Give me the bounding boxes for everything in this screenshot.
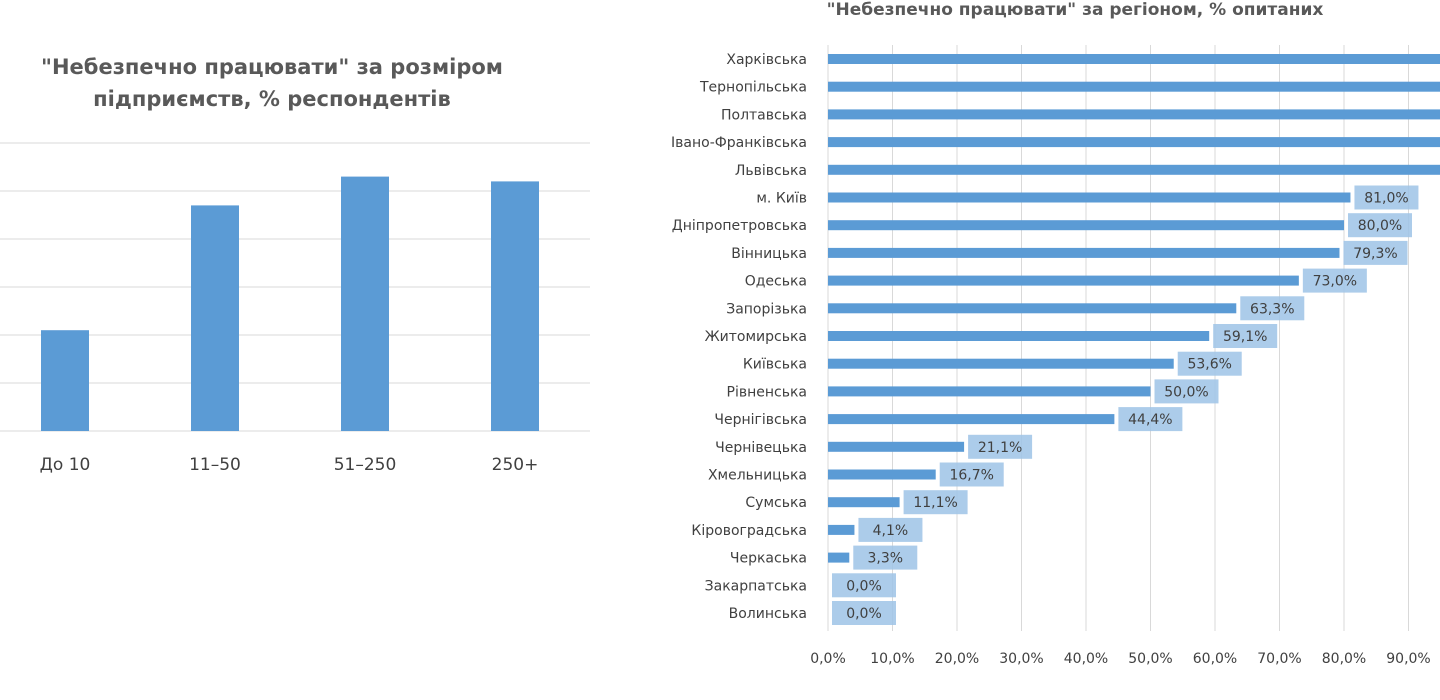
region-chart-data-label-bg [1213,324,1278,348]
region-chart-category-label: Чернігівська [714,412,807,428]
region-chart-category-label: Сумська [745,495,807,511]
region-chart-data-label: 73,0% [1313,274,1357,290]
region-chart-bar [828,441,965,452]
region-chart-x-tick-label: 40,0% [1064,651,1108,667]
region-chart-category-label: Волинська [729,606,807,622]
region-chart-data-label-bg [939,462,1004,487]
region-chart-x-tick-label: 50,0% [1128,651,1172,667]
region-chart-bar [828,192,1351,203]
region-chart-data-label: 4,1% [873,523,909,539]
region-chart-data-label: 44,4% [1128,412,1172,428]
region-chart-data-label: 80,0% [1358,218,1402,234]
region-chart-bar [828,386,1151,397]
region-chart-data-label: 21,1% [978,440,1022,456]
region-chart-x-tick-label: 10,0% [870,651,914,667]
region-chart-data-label-bg [1302,268,1367,293]
region-chart-category-label: Одеська [745,274,807,290]
region-chart-category-label: Київська [743,357,807,373]
region-chart-data-label-bg [1240,296,1305,321]
region-chart-bar [828,303,1237,314]
region-chart-category-label: Закарпатська [705,578,807,594]
region-chart-x-tick-label: 0,0% [810,651,846,667]
region-chart-data-label-bg [832,601,896,625]
region-chart-category-label: Рівненська [727,384,808,400]
region-chart-bar [828,247,1340,258]
region-chart-data-label: 50,0% [1164,384,1208,400]
region-chart-data-label-bg [903,490,968,515]
region-chart-x-tick-label: 70,0% [1257,651,1301,667]
region-chart-data-label: 81,0% [1364,191,1408,207]
region-chart-data-label: 3,3% [867,551,903,567]
region-chart-category-label: Вінницька [731,246,807,262]
region-chart-bar [828,497,900,508]
region-chart-x-tick-label: 80,0% [1322,651,1366,667]
size-chart-title-line: "Небезпечно працювати" за розміром [41,55,503,79]
region-chart-data-label: 59,1% [1223,329,1267,345]
region-chart-bar [828,524,855,535]
region-chart-title: "Небезпечно працювати" за регіоном, % оп… [827,0,1324,20]
region-chart-data-label: 63,3% [1250,301,1294,317]
region-chart-data-label-bg [1118,407,1183,432]
region-chart-category-label: Чернівецька [715,440,807,456]
region-chart-x-tick-label: 90,0% [1386,651,1430,667]
region-chart-data-label: 16,7% [949,468,993,484]
region-chart-bar [828,469,936,480]
region-chart-data-label: 0,0% [846,606,882,622]
region-chart-data-label: 53,6% [1187,357,1231,373]
region-chart-bar [828,331,1210,341]
size-chart-bar [491,181,539,431]
region-chart-bar [828,414,1115,425]
size-chart-bar [41,330,89,431]
size-chart-title-line: підприємств, % респондентів [93,87,451,111]
region-chart-category-label: Харківська [726,52,807,68]
region-chart-bar [828,109,1440,120]
region-chart-bar [828,275,1299,286]
region-chart-data-label-bg [1177,351,1242,376]
region-chart-data-label: 11,1% [913,495,957,511]
region-chart-bar [828,220,1344,231]
size-chart-category-label: До 10 [40,455,91,475]
region-chart-category-label: Запорізька [726,301,807,317]
region-chart-x-tick-label: 60,0% [1193,651,1237,667]
region-chart-category-label: Тернопільська [699,80,807,96]
region-chart-data-label-bg [832,573,896,598]
size-chart-bar [191,205,239,431]
region-chart-data-label-bg [1354,185,1419,210]
region-chart-bar [828,81,1440,92]
region-chart-bar [828,54,1440,64]
region-chart-data-label-bg [858,517,923,542]
region-chart-data-label-bg [968,434,1033,459]
size-chart-category-label: 51–250 [334,455,397,475]
region-chart-category-label: Хмельницька [708,468,807,484]
region-chart-x-tick-label: 30,0% [999,651,1043,667]
region-chart-data-label: 0,0% [846,578,882,594]
size-chart-bar [341,176,389,431]
region-chart: "Небезпечно працювати" за регіоном, % оп… [671,0,1440,667]
region-chart-bar [828,164,1440,175]
region-chart-category-label: м. Київ [756,191,807,207]
region-chart-x-tick-label: 20,0% [935,651,979,667]
region-chart-category-label: Черкаська [730,551,807,567]
size-chart-category-label: 11–50 [189,455,241,475]
region-chart-category-label: Кіровоградська [691,523,807,539]
region-chart-category-label: Житомирська [705,329,807,345]
size-chart: "Небезпечно працювати" за розміром підпри… [0,55,590,475]
region-chart-data-label-bg [1154,379,1219,404]
region-chart-category-label: Полтавська [721,107,807,123]
region-chart-data-label-bg [1348,213,1412,238]
region-chart-category-label: Дніпропетровська [672,218,807,234]
region-chart-bar [828,552,850,563]
region-chart-data-label-bg [1343,240,1408,265]
region-chart-category-label: Івано-Франківська [671,135,807,151]
region-chart-data-label-bg [853,545,918,570]
size-chart-category-label: 250+ [492,455,539,475]
region-chart-data-label: 79,3% [1353,246,1397,262]
region-chart-bar [828,358,1174,369]
region-chart-category-label: Львівська [735,163,807,179]
region-chart-bar [828,137,1440,148]
